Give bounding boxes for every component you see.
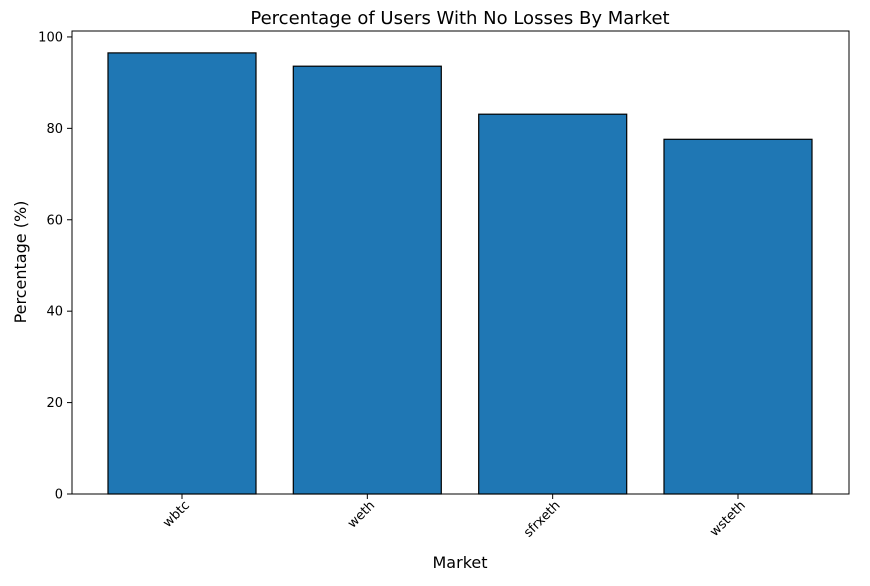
- y-tick-label-60: 60: [46, 213, 63, 228]
- y-tick-label-0: 0: [55, 488, 63, 503]
- x-axis-ticks: wbtc weth sfrxeth wsteth: [160, 494, 749, 541]
- y-axis-ticks: 0 20 40 60 80 100: [38, 30, 72, 503]
- bar-weth: [292, 65, 442, 495]
- y-tick-label-80: 80: [46, 122, 63, 137]
- x-axis-label: Market: [433, 553, 488, 572]
- x-tick-label-sfrxeth: sfrxeth: [521, 498, 563, 540]
- x-tick-label-wsteth: wsteth: [707, 498, 749, 540]
- y-tick-label-20: 20: [46, 396, 63, 411]
- bar-wbtc: [107, 52, 257, 495]
- x-tick-label-wbtc: wbtc: [160, 498, 193, 531]
- x-tick-label-weth: weth: [345, 498, 378, 531]
- y-tick-label-40: 40: [46, 305, 63, 320]
- bar-sfrxeth: [478, 113, 628, 495]
- chart-title: Percentage of Users With No Losses By Ma…: [250, 8, 669, 29]
- bars-layer: [107, 52, 813, 495]
- y-tick-label-100: 100: [38, 30, 63, 45]
- y-axis-label: Percentage (%): [11, 201, 30, 324]
- bar-wsteth: [663, 138, 813, 495]
- plot-frame: [71, 30, 850, 495]
